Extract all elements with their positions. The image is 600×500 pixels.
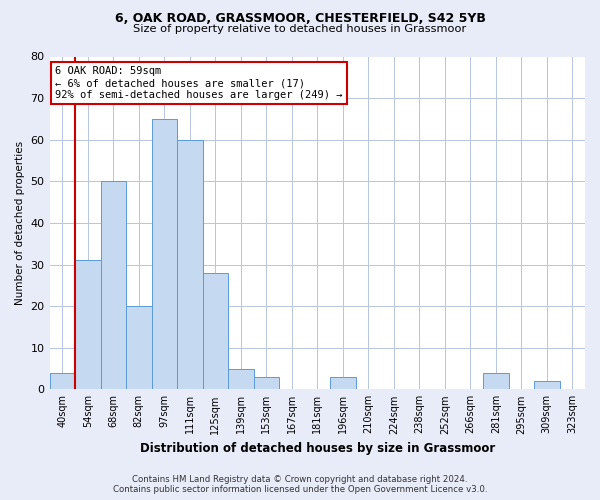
Bar: [152, 119, 177, 390]
Bar: [126, 306, 152, 390]
Bar: [101, 182, 126, 390]
Text: 6 OAK ROAD: 59sqm
← 6% of detached houses are smaller (17)
92% of semi-detached : 6 OAK ROAD: 59sqm ← 6% of detached house…: [55, 66, 343, 100]
Text: 6, OAK ROAD, GRASSMOOR, CHESTERFIELD, S42 5YB: 6, OAK ROAD, GRASSMOOR, CHESTERFIELD, S4…: [115, 12, 485, 26]
Bar: [534, 381, 560, 390]
Bar: [50, 372, 75, 390]
Bar: [228, 368, 254, 390]
Bar: [254, 377, 279, 390]
Bar: [177, 140, 203, 390]
Bar: [330, 377, 356, 390]
Text: Size of property relative to detached houses in Grassmoor: Size of property relative to detached ho…: [133, 24, 467, 34]
Text: Contains HM Land Registry data © Crown copyright and database right 2024.
Contai: Contains HM Land Registry data © Crown c…: [113, 474, 487, 494]
Bar: [75, 260, 101, 390]
X-axis label: Distribution of detached houses by size in Grassmoor: Distribution of detached houses by size …: [140, 442, 495, 455]
Y-axis label: Number of detached properties: Number of detached properties: [15, 141, 25, 305]
Bar: [483, 372, 509, 390]
Bar: [203, 273, 228, 390]
